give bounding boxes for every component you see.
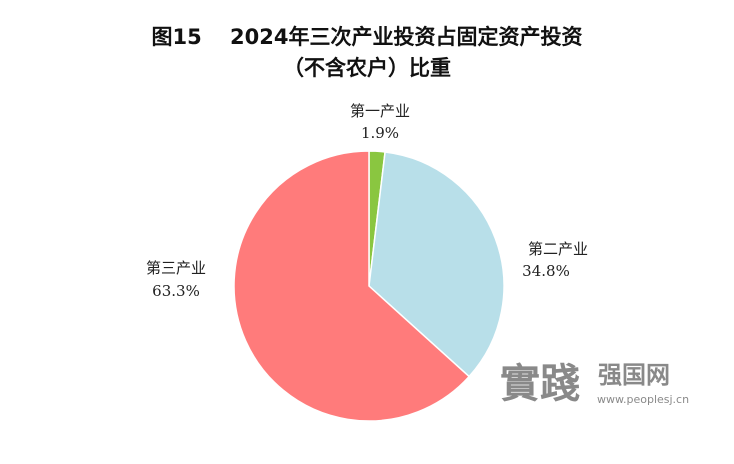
- slice-label-secondary-industry: 第二产业: [528, 240, 588, 258]
- slice-value-secondary-industry: 34.8%: [522, 262, 570, 280]
- slice-label-tertiary-industry: 第三产业: [146, 259, 206, 277]
- watermark-brand: 强国网: [598, 360, 670, 389]
- slice-label-primary-industry: 第一产业: [350, 102, 410, 120]
- chart-title: 图15 2024年三次产业投资占固定资产投资: [152, 25, 583, 49]
- watermark-logo-text: 實踐: [500, 360, 580, 407]
- watermark-url: www.peoplesj.cn: [597, 393, 689, 406]
- chart-subtitle: （不含农户）比重: [283, 56, 451, 80]
- pie-slice-secondary-industry: [368, 151, 505, 378]
- slice-labels: 第一产业 1.9% 第二产业 34.8% 第三产业 63.3%: [146, 102, 588, 300]
- watermark: 實踐 强国网 www.peoplesj.cn: [500, 360, 689, 407]
- slice-value-tertiary-industry: 63.3%: [152, 282, 200, 300]
- pie-slices: [233, 150, 505, 422]
- pie-slice-tertiary-industry: [233, 150, 471, 422]
- slice-value-primary-industry: 1.9%: [361, 124, 399, 142]
